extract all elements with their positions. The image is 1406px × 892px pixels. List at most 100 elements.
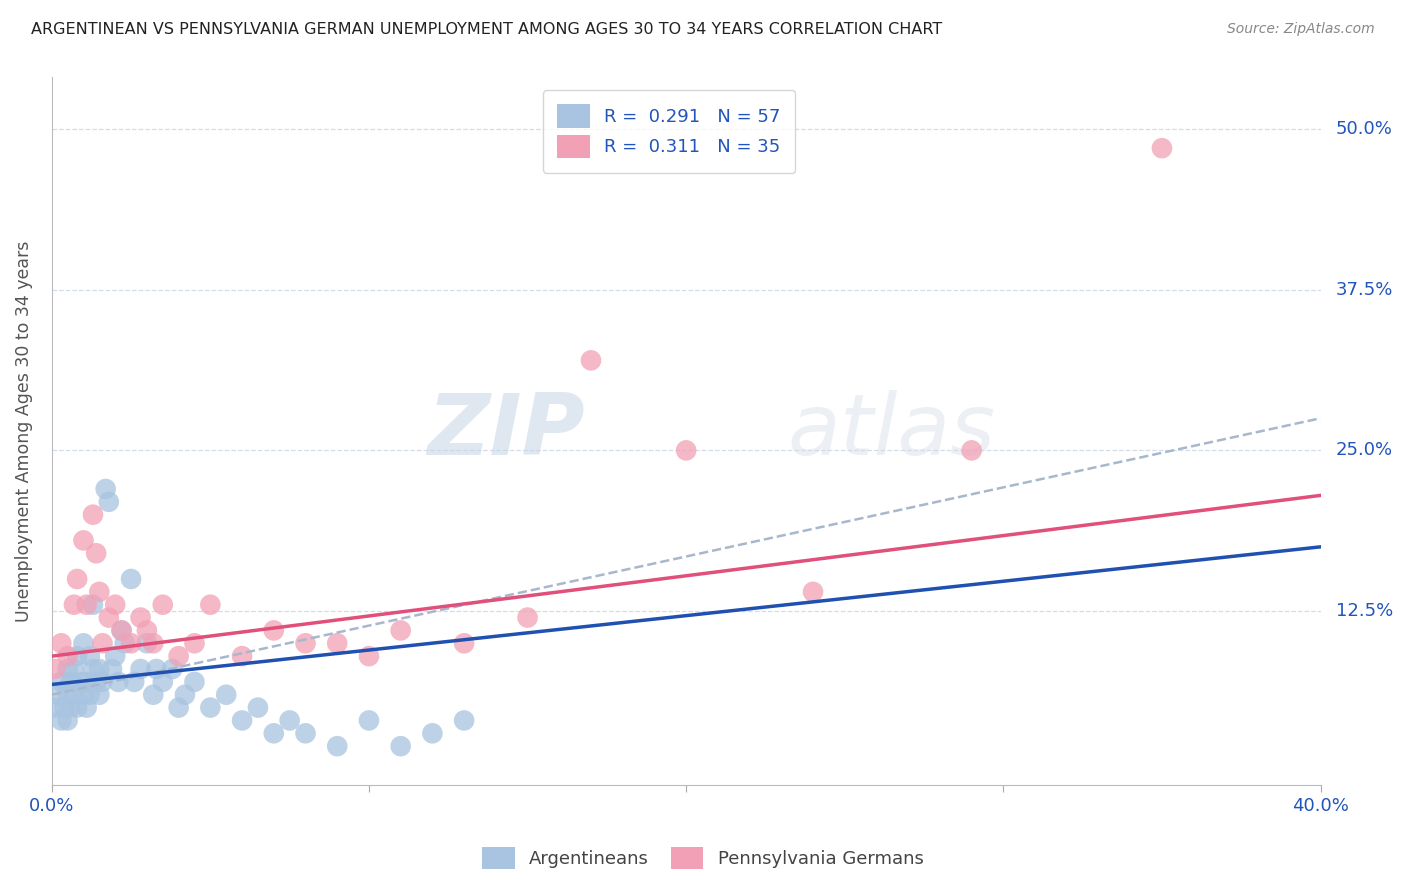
Point [82,508,104,522]
Point [142,688,165,702]
Point [46,688,69,702]
Point [120,572,142,586]
Point [357,649,380,664]
Point [76,700,98,714]
Point [215,688,238,702]
Point [114,636,136,650]
Point [91,636,114,650]
Point [162,662,184,676]
Text: 50.0%: 50.0% [1336,120,1393,138]
Point [79,649,101,664]
Point [516,610,538,624]
Text: ARGENTINEAN VS PENNSYLVANIA GERMAN UNEMPLOYMENT AMONG AGES 30 TO 34 YEARS CORREL: ARGENTINEAN VS PENNSYLVANIA GERMAN UNEMP… [31,22,942,37]
Point [72,688,94,702]
Point [294,726,316,740]
Point [326,636,349,650]
Point [142,636,165,650]
Legend: Argentineans, Pennsylvania Germans: Argentineans, Pennsylvania Germans [474,838,932,879]
Point [110,624,132,638]
Point [135,636,157,650]
Point [66,572,89,586]
Point [76,598,98,612]
Point [200,700,222,714]
Point [231,714,253,728]
Point [63,662,86,676]
Point [97,495,120,509]
Point [44,662,66,676]
Point [145,662,167,676]
Point [89,688,111,702]
Point [51,714,73,728]
Point [56,649,79,664]
Point [84,546,107,560]
Point [579,353,602,368]
Point [66,649,89,664]
Point [135,624,157,638]
Point [122,674,145,689]
Point [263,726,285,740]
Point [389,739,412,754]
Point [91,674,114,689]
Point [56,688,79,702]
Point [101,662,124,676]
Point [72,533,94,548]
Point [167,700,190,714]
Point [72,636,94,650]
Point [89,662,111,676]
Point [56,662,79,676]
Text: 37.5%: 37.5% [1336,281,1393,299]
Point [107,674,129,689]
Point [129,610,152,624]
Point [69,674,91,689]
Point [152,598,174,612]
Point [44,700,66,714]
Y-axis label: Unemployment Among Ages 30 to 34 years: Unemployment Among Ages 30 to 34 years [15,241,32,622]
Point [59,674,82,689]
Point [453,636,475,650]
Text: ZIP: ZIP [427,390,585,473]
Point [231,649,253,664]
Point [294,636,316,650]
Point [104,649,127,664]
Point [89,585,111,599]
Point [357,714,380,728]
Point [79,688,101,702]
Point [326,739,349,754]
Point [110,624,132,638]
Point [960,443,983,458]
Point [246,700,269,714]
Point [174,688,197,702]
Point [453,714,475,728]
Point [1150,141,1173,155]
Point [167,649,190,664]
Point [51,674,73,689]
Point [84,674,107,689]
Point [183,636,205,650]
Point [200,598,222,612]
Point [675,443,697,458]
Text: Source: ZipAtlas.com: Source: ZipAtlas.com [1227,22,1375,37]
Legend: R =  0.291   N = 57, R =  0.311   N = 35: R = 0.291 N = 57, R = 0.311 N = 35 [543,90,796,172]
Point [97,610,120,624]
Text: atlas: atlas [787,390,995,473]
Point [120,636,142,650]
Point [94,482,117,496]
Point [59,700,82,714]
Point [56,714,79,728]
Point [389,624,412,638]
Text: 12.5%: 12.5% [1336,602,1393,620]
Point [183,674,205,689]
Point [82,662,104,676]
Text: 25.0%: 25.0% [1336,442,1393,459]
Point [104,598,127,612]
Point [278,714,301,728]
Point [82,598,104,612]
Point [53,700,76,714]
Point [801,585,824,599]
Point [51,636,73,650]
Point [63,598,86,612]
Point [66,700,89,714]
Point [152,674,174,689]
Point [422,726,444,740]
Point [263,624,285,638]
